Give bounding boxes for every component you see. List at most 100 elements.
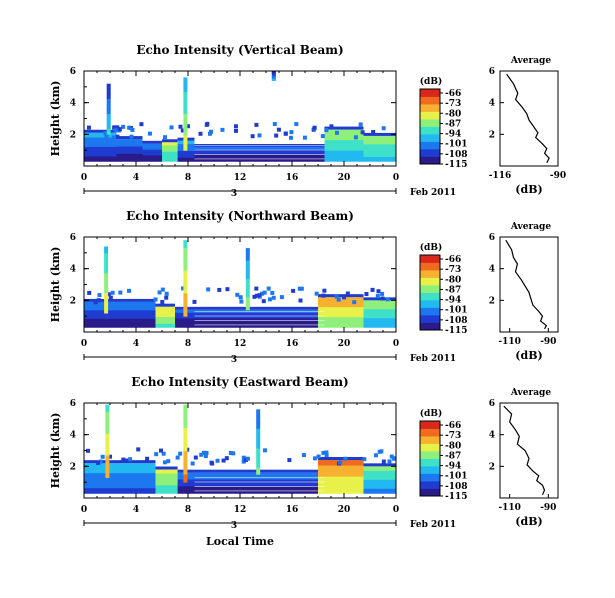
xtick-label: 4 [133,173,139,183]
echo-speckle [178,451,183,456]
ytick-label: 6 [70,67,76,77]
echo-cell [162,145,178,150]
echo-cell [84,463,156,469]
echo-speckle [192,299,197,304]
colorbar-label: -115 [445,326,468,336]
echo-speckle [321,450,326,455]
echo-cell [155,310,175,315]
average-xlabel: (dB) [515,183,542,196]
echo-speckle [121,124,126,129]
echo-column [105,448,110,457]
echo-cell [155,306,175,311]
colorbar-label: -87 [445,119,461,129]
echo-cell [142,149,162,154]
echo-cell-top [324,126,364,130]
echo-column [271,72,276,75]
xtick-label: 0 [393,505,399,515]
echo-speckle [224,456,229,461]
echo-speckle [128,457,133,462]
colorbar-unit: (dB) [420,76,442,87]
colorbar-swatch [420,149,440,157]
colorbar-swatch [420,126,440,135]
echo-speckle [245,456,250,461]
ytick-label: 2 [70,462,76,472]
colorbar-swatch [420,156,440,165]
echo-column [256,428,261,436]
echo-speckle [362,457,367,462]
average-ytick-label: 2 [489,130,495,140]
echo-cell [155,323,175,328]
y-axis-label: Height (km) [49,247,62,323]
echo-speckle [104,133,109,138]
echo-speckle [108,454,113,459]
xtick-label: 8 [185,505,191,515]
echo-column [183,91,188,100]
echo-cell [84,306,156,311]
echo-cell [177,486,318,491]
echo-speckle [124,458,129,463]
echo-cell [318,476,364,483]
echo-speckle [380,296,385,301]
ytick-label: 2 [70,296,76,306]
echo-speckle [291,288,296,293]
echo-speckle [391,456,396,461]
echo-speckle [204,450,209,455]
echo-column [105,404,110,413]
echo-column [245,260,250,268]
average-xlabel: (dB) [515,515,542,528]
echo-speckle [334,294,339,299]
echo-speckle [343,456,348,461]
average-ytick-label: 6 [489,233,495,243]
echo-speckle [145,456,150,461]
echo-column [183,466,188,475]
colorbar-swatch [420,315,440,323]
echo-column [106,124,111,130]
average-frame [499,236,559,333]
echo-speckle [270,290,275,295]
echo-column [271,71,276,74]
panel-3: Echo Intensity (Eastward Beam) 6 4 2 Height … [49,375,559,548]
date-suffix: Feb 2011 [410,188,456,198]
xtick-label: 12 [234,505,247,515]
average-title: Average [510,56,551,66]
echo-speckle [312,456,317,461]
ytick-label: 4 [70,99,76,109]
echo-speckle [161,451,166,456]
echo-speckle [241,459,246,464]
echo-speckle [103,131,108,136]
echo-speckle [233,128,238,133]
echo-cell [363,148,396,154]
echo-speckle [112,125,117,130]
echo-cell [194,154,325,157]
echo-cell [363,475,396,481]
echo-cell [175,312,318,317]
echo-cell [194,151,325,155]
echo-speckle [207,131,212,136]
echo-speckle [208,129,213,134]
echo-cell [324,150,364,157]
echo-cell [363,300,396,306]
echo-column [105,455,110,464]
echo-speckle [324,450,329,455]
echo-column [183,106,188,115]
average-frame [499,402,559,499]
echo-cell [155,473,178,478]
echo-column [104,299,109,307]
colorbar-label: -66 [445,255,461,265]
colorbar-label: -73 [445,265,461,275]
colorbar-unit: (dB) [420,242,442,253]
xtick-label: 12 [234,173,247,183]
echo-speckle [231,451,236,456]
echo-column [105,426,110,435]
echo-speckle [121,457,126,462]
echo-cell [363,484,396,490]
echo-cell [142,152,162,156]
echo-cell [84,488,156,494]
echo-column [183,412,188,421]
echo-speckle [162,460,167,465]
average-title: Average [510,388,551,398]
colorbar-swatch [420,458,440,467]
echo-cell [363,152,396,158]
xtick-label: 8 [185,339,191,349]
echo-cell [155,469,178,474]
